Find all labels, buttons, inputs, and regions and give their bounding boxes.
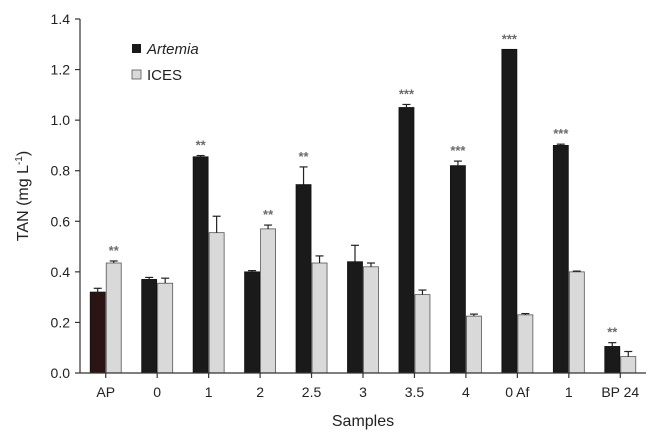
legend-label-artemia: Artemia (146, 41, 199, 58)
bar-ices (568, 271, 585, 374)
significance-marker: *** (399, 86, 415, 101)
bar-ices (260, 228, 276, 374)
x-tick-label: AP (96, 384, 115, 400)
y-tick-label: 1.0 (51, 112, 71, 128)
x-axis-ticks: AP 0 1 2 2.5 3 3.5 4 0 Af 1 BP 24 (96, 373, 639, 400)
x-tick-label: 0 Af (505, 384, 529, 400)
x-tick-label: 2 (256, 384, 264, 400)
bar-ices (311, 262, 328, 374)
y-axis-title: TAN (mg L-1) (14, 151, 32, 241)
y-axis-ticks: 0.0 0.2 0.4 0.6 0.8 1.0 1.2 1.4 (51, 11, 80, 381)
x-axis-title: Samples (332, 413, 394, 430)
legend-label-ices: ICES (147, 67, 182, 84)
y-tick-label: 0.8 (51, 163, 71, 179)
significance-marker: ** (607, 325, 618, 340)
x-tick-label: 3.5 (405, 384, 425, 400)
x-tick-label: 1 (205, 384, 213, 400)
x-tick-label: 2.5 (302, 384, 322, 400)
bar-ices (414, 294, 431, 374)
bar-artemia (89, 291, 106, 374)
y-tick-label: 1.2 (51, 62, 71, 78)
y-tick-label: 0.6 (51, 213, 71, 229)
bar-artemia (141, 279, 158, 374)
significance-marker: ** (196, 138, 207, 153)
legend-swatch-artemia (132, 44, 141, 53)
bar-artemia (552, 145, 569, 374)
bar-ices (208, 232, 225, 374)
significance-marker: ** (298, 149, 309, 164)
x-tick-label: BP 24 (601, 384, 639, 400)
bar-artemia (347, 261, 363, 374)
y-tick-label: 0.2 (51, 314, 71, 330)
bar-artemia (450, 165, 466, 374)
bar-artemia (501, 48, 518, 374)
bar-ices (517, 314, 534, 374)
y-axis-title-main: TAN (mg L (15, 165, 32, 241)
plot-area: ********************** (89, 31, 637, 374)
bar-ices (157, 282, 174, 374)
bar-ices (466, 315, 482, 374)
y-tick-label: 0.0 (51, 365, 71, 381)
significance-marker: *** (450, 143, 466, 158)
x-tick-label: 1 (565, 384, 573, 400)
y-tick-label: 1.4 (51, 11, 71, 27)
significance-marker: ** (109, 243, 120, 258)
bar-ices (620, 356, 637, 374)
x-tick-label: 0 (153, 384, 161, 400)
significance-marker: *** (553, 126, 569, 141)
bar-artemia (604, 346, 621, 374)
significance-marker: *** (502, 31, 518, 46)
significance-marker: ** (263, 207, 274, 222)
y-tick-label: 0.4 (51, 264, 71, 280)
x-tick-label: 3 (359, 384, 367, 400)
legend: Artemia ICES (131, 41, 199, 84)
bar-artemia (244, 271, 260, 374)
bar-ices (363, 266, 379, 374)
legend-swatch-ices (131, 69, 142, 80)
y-axis-title-sup: -1 (14, 156, 25, 165)
bar-artemia (295, 184, 312, 374)
x-tick-label: 4 (462, 384, 470, 400)
bar-artemia (398, 107, 415, 374)
bar-ices (105, 262, 122, 374)
y-axis-title-close: ) (15, 151, 32, 156)
bar-artemia (192, 156, 209, 374)
